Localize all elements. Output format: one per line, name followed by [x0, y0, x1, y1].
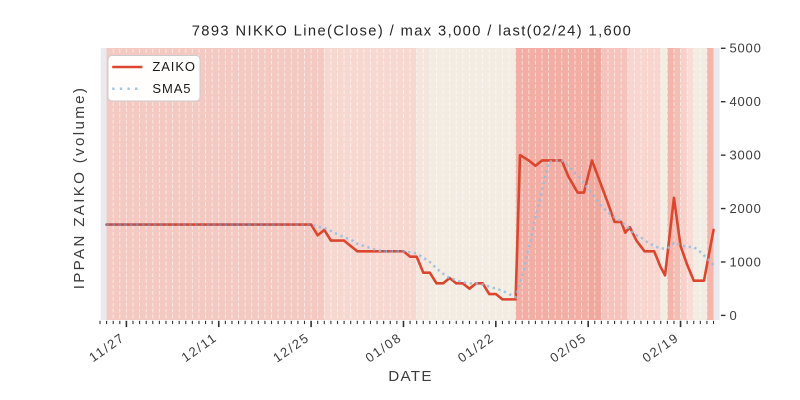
- svg-text:02/19: 02/19: [640, 330, 682, 366]
- svg-text:0: 0: [730, 308, 738, 323]
- svg-text:IPPAN ZAIKO (volume): IPPAN ZAIKO (volume): [71, 86, 88, 290]
- svg-text:3000: 3000: [730, 148, 762, 163]
- svg-text:7893 NIKKO Line(Close) / max 3: 7893 NIKKO Line(Close) / max 3,000 / las…: [192, 24, 633, 40]
- svg-text:12/11: 12/11: [179, 330, 220, 365]
- svg-text:11/27: 11/27: [86, 330, 127, 365]
- svg-text:01/08: 01/08: [362, 330, 404, 366]
- svg-text:4000: 4000: [730, 94, 762, 109]
- svg-text:12/25: 12/25: [270, 330, 312, 366]
- svg-text:SMA5: SMA5: [152, 81, 191, 96]
- svg-text:5000: 5000: [730, 41, 762, 56]
- svg-text:1000: 1000: [730, 254, 762, 269]
- svg-text:01/22: 01/22: [455, 330, 497, 366]
- svg-text:DATE: DATE: [388, 368, 433, 385]
- svg-text:ZAIKO: ZAIKO: [152, 59, 196, 74]
- svg-text:2000: 2000: [730, 201, 762, 216]
- svg-text:02/05: 02/05: [547, 330, 589, 366]
